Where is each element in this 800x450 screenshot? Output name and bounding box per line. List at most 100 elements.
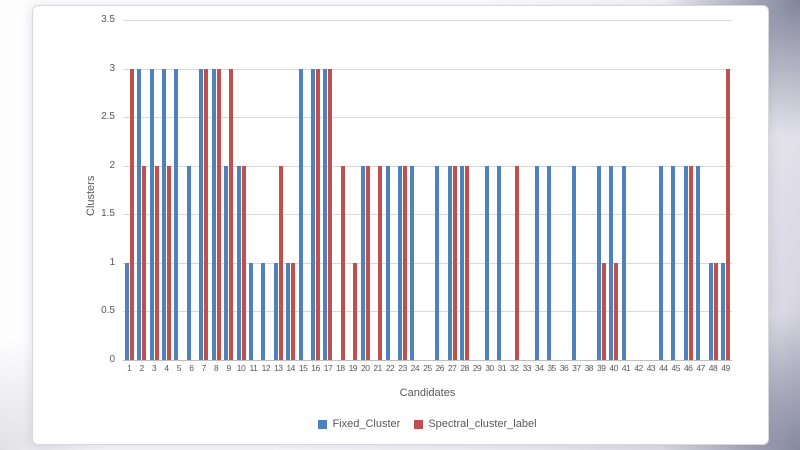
y-tick-label-0.5: 0.5 — [101, 305, 115, 317]
bar-fixed_cluster-2 — [137, 68, 142, 360]
legend-label-fixed-cluster: Fixed_Cluster — [332, 418, 401, 430]
bar-spectral_cluster_label-9 — [229, 68, 234, 360]
bar-group-7 — [198, 20, 210, 360]
bar-group-39 — [595, 20, 607, 360]
bar-fixed_cluster-44 — [658, 165, 663, 360]
gridline-y-1 — [123, 262, 732, 264]
bar-fixed_cluster-16 — [311, 68, 316, 360]
bar-group-18 — [334, 20, 346, 360]
x-axis-title: Candidates — [399, 387, 456, 399]
bar-group-16 — [309, 20, 321, 360]
gridline-y-3 — [123, 68, 732, 70]
bar-fixed_cluster-31 — [497, 165, 502, 360]
bar-spectral_cluster_label-13 — [278, 165, 283, 360]
x-tick-label-18: 18 — [336, 363, 345, 373]
bar-spectral_cluster_label-46 — [688, 165, 693, 360]
bar-fixed_cluster-49 — [720, 262, 725, 360]
x-tick-label-26: 26 — [435, 363, 445, 373]
x-tick-label-28: 28 — [460, 363, 469, 373]
bar-fixed_cluster-10 — [236, 165, 241, 360]
x-tick-label-24: 24 — [410, 363, 420, 373]
legend-entry-spectral-cluster-label: Spectral_cluster_label — [414, 418, 537, 430]
x-tick-label-6: 6 — [189, 363, 194, 373]
bar-fixed_cluster-6 — [186, 165, 191, 360]
bar-spectral_cluster_label-3 — [154, 165, 159, 360]
bar-spectral_cluster_label-19 — [353, 262, 358, 360]
bar-group-36 — [558, 20, 570, 360]
bar-group-12 — [260, 20, 272, 360]
bar-fixed_cluster-46 — [683, 165, 688, 360]
bar-fixed_cluster-40 — [609, 165, 614, 360]
x-tick-label-22: 22 — [385, 363, 395, 373]
x-tick-label-48: 48 — [708, 363, 718, 373]
x-tick-label-34: 34 — [534, 363, 544, 373]
bar-fixed_cluster-47 — [696, 165, 701, 360]
bar-group-24 — [409, 20, 421, 360]
bar-fixed_cluster-41 — [621, 165, 626, 360]
bar-spectral_cluster_label-23 — [402, 165, 407, 360]
bar-group-15 — [297, 20, 309, 360]
bar-spectral_cluster_label-14 — [291, 262, 296, 360]
x-tick-label-44: 44 — [659, 363, 668, 373]
x-tick-label-23: 23 — [398, 363, 407, 373]
x-tick-label-37: 37 — [572, 363, 581, 373]
bar-fixed_cluster-39 — [596, 165, 601, 360]
bar-group-26 — [434, 20, 446, 360]
bar-group-20 — [359, 20, 371, 360]
legend-swatch-spectral-cluster-label-icon — [414, 419, 424, 429]
x-tick-label-5: 5 — [176, 363, 182, 373]
bar-group-23 — [396, 20, 408, 360]
x-tick-label-41: 41 — [621, 363, 631, 373]
x-tick-label-8: 8 — [214, 363, 219, 373]
legend-swatch-fixed-cluster-icon — [318, 419, 328, 429]
bar-fixed_cluster-23 — [397, 165, 402, 360]
bar-fixed_cluster-7 — [199, 68, 204, 360]
x-tick-label-45: 45 — [671, 363, 681, 373]
bar-group-48 — [707, 20, 719, 360]
x-tick-label-49: 49 — [721, 363, 730, 373]
bar-spectral_cluster_label-4 — [166, 165, 171, 360]
bar-fixed_cluster-48 — [708, 262, 713, 360]
bar-group-25 — [421, 20, 433, 360]
chart-card: Clusters 1 2 3 4 5 6 7 8 9 10 11 12 13 14 15 16 17 18 19 20… — [32, 5, 769, 445]
legend: Fixed_Cluster Spectral_cluster_label — [123, 418, 732, 430]
x-tick-label-3: 3 — [151, 363, 157, 373]
bar-group-49 — [719, 20, 731, 360]
bar-group-33 — [521, 20, 533, 360]
bar-group-27 — [446, 20, 458, 360]
bar-group-19 — [347, 20, 359, 360]
gridline-y-2.5 — [123, 117, 732, 119]
x-tick-label-2: 2 — [139, 363, 145, 373]
bar-spectral_cluster_label-10 — [241, 165, 246, 360]
x-tick-label-31: 31 — [497, 363, 507, 373]
bar-group-31 — [496, 20, 508, 360]
bar-spectral_cluster_label-8 — [216, 68, 221, 360]
bar-group-32 — [508, 20, 520, 360]
bar-fixed_cluster-34 — [534, 165, 539, 360]
bar-fixed_cluster-5 — [174, 68, 179, 360]
gridline-y-2 — [123, 165, 732, 167]
x-tick-label-14: 14 — [286, 363, 295, 373]
x-tick-label-21: 21 — [373, 363, 382, 373]
bar-group-34 — [533, 20, 545, 360]
bar-group-13 — [272, 20, 284, 360]
bar-fixed_cluster-3 — [149, 68, 154, 360]
bar-fixed_cluster-9 — [224, 165, 229, 360]
bar-fixed_cluster-37 — [571, 165, 576, 360]
bar-group-45 — [670, 20, 682, 360]
bar-group-38 — [583, 20, 595, 360]
bar-fixed_cluster-8 — [211, 68, 216, 360]
bar-fixed_cluster-1 — [124, 262, 129, 360]
bar-spectral_cluster_label-17 — [328, 68, 333, 360]
x-tick-label-15: 15 — [298, 363, 308, 373]
legend-label-spectral-cluster-label: Spectral_cluster_label — [428, 418, 537, 430]
x-tick-label-1: 1 — [127, 363, 132, 373]
x-tick-label-7: 7 — [201, 363, 207, 373]
gridline-y-3.5 — [123, 20, 732, 21]
x-tick-label-27: 27 — [447, 363, 457, 373]
x-tick-label-47: 47 — [696, 363, 705, 373]
bar-fixed_cluster-14 — [286, 262, 291, 360]
y-tick-label-0: 0 — [109, 354, 115, 365]
x-axis-ticks: 1 2 3 4 5 6 7 8 9 10 11 12 13 14 15 16 17 18 19 20 21 22 23 24 2… — [123, 363, 732, 373]
bar-group-40 — [607, 20, 619, 360]
